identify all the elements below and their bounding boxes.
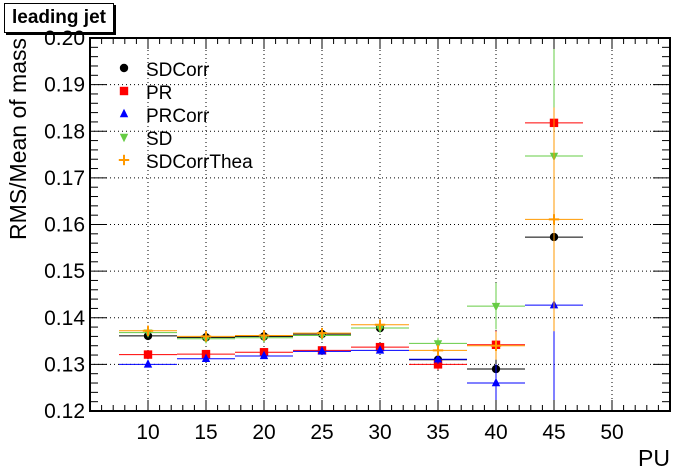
marker-prcorr	[433, 354, 443, 363]
legend-marker-sdcorrthea	[118, 154, 130, 166]
x-tick-label: 30	[368, 421, 391, 444]
data-point-sd	[467, 282, 525, 330]
legend-label-prcorr: PRCorr	[146, 106, 210, 127]
y-tick-label: 0.18	[44, 120, 85, 143]
legend-marker-prcorr	[119, 108, 129, 118]
marker-sdcorrthea	[258, 330, 270, 341]
marker-sdcorrthea	[432, 345, 444, 356]
data-point-prcorr	[119, 359, 177, 368]
marker-pr	[143, 350, 153, 359]
legend-marker-pr	[119, 86, 129, 96]
marker-pr	[433, 360, 443, 369]
legend-marker-sd	[119, 133, 129, 143]
marker-sd	[433, 340, 443, 349]
legend-label-sdcorrthea: SDCorrThea	[146, 152, 253, 173]
x-tick-label: 45	[542, 421, 565, 444]
data-point-prcorr	[467, 364, 525, 402]
marker-prcorr	[201, 353, 211, 362]
data-point-sdcorrthea	[409, 344, 467, 356]
data-point-prcorr	[351, 345, 409, 354]
x-tick-label: 25	[310, 421, 333, 444]
legend-label-pr: PR	[146, 83, 172, 104]
x-axis-title: PU	[638, 445, 670, 471]
data-point-sdcorrthea	[293, 327, 351, 339]
data-point-prcorr	[235, 350, 293, 360]
x-tick-label: 50	[600, 421, 623, 444]
data-point-sdcorrthea	[525, 107, 583, 332]
y-tick-label: 0.15	[44, 260, 85, 283]
y-axis-title: RMS/Mean of mass	[5, 38, 31, 240]
x-tick-label: 35	[426, 421, 449, 444]
marker-sdcorrthea	[548, 214, 560, 225]
data-point-sdcorrthea	[467, 331, 525, 360]
data-point-pr	[119, 350, 177, 359]
marker-prcorr	[491, 377, 501, 387]
y-tick-label: 0.19	[44, 74, 85, 97]
data-point-sdcorrthea	[351, 319, 409, 330]
legend-marker-sdcorr	[119, 63, 129, 73]
marker-sdcorrthea	[374, 319, 386, 330]
axis-ticks: 10 15 20 25 30 35 40 45 50 0.12 0.13 0.14 0.15 0.16 0.…	[44, 27, 670, 444]
x-tick-label: 20	[252, 421, 275, 444]
y-tick-label: 0.12	[44, 400, 85, 423]
y-tick-label: 0.20	[44, 27, 85, 50]
marker-sdcorrthea	[142, 325, 154, 337]
data-point-prcorr	[409, 354, 467, 364]
data-point-sdcorrthea	[177, 331, 235, 342]
marker-sdcorrthea	[316, 327, 328, 339]
data-points	[119, 38, 583, 404]
marker-sd	[491, 302, 501, 312]
marker-prcorr	[317, 346, 327, 355]
marker-prcorr	[259, 350, 269, 360]
x-tick-label: 10	[136, 421, 159, 444]
data-point-sdcorrthea	[235, 330, 293, 341]
series-sdcorrthea	[119, 107, 583, 360]
marker-prcorr	[375, 345, 385, 354]
chart-title: leading jet	[4, 3, 114, 33]
legend-label-sdcorr: SDCorr	[146, 60, 210, 81]
y-tick-label: 0.14	[44, 307, 85, 330]
data-point-prcorr	[177, 353, 235, 362]
y-tick-label: 0.13	[44, 353, 85, 376]
y-tick-label: 0.16	[44, 214, 85, 237]
legend-label-sd: SD	[146, 129, 172, 150]
data-point-prcorr	[293, 346, 351, 355]
x-tick-label: 40	[484, 421, 507, 444]
marker-sdcorrthea	[200, 331, 212, 342]
x-tick-label: 15	[194, 421, 217, 444]
y-tick-label: 0.17	[44, 167, 85, 190]
marker-sdcorrthea	[490, 340, 502, 351]
marker-prcorr	[143, 359, 153, 368]
data-point-sdcorrthea	[119, 325, 177, 337]
